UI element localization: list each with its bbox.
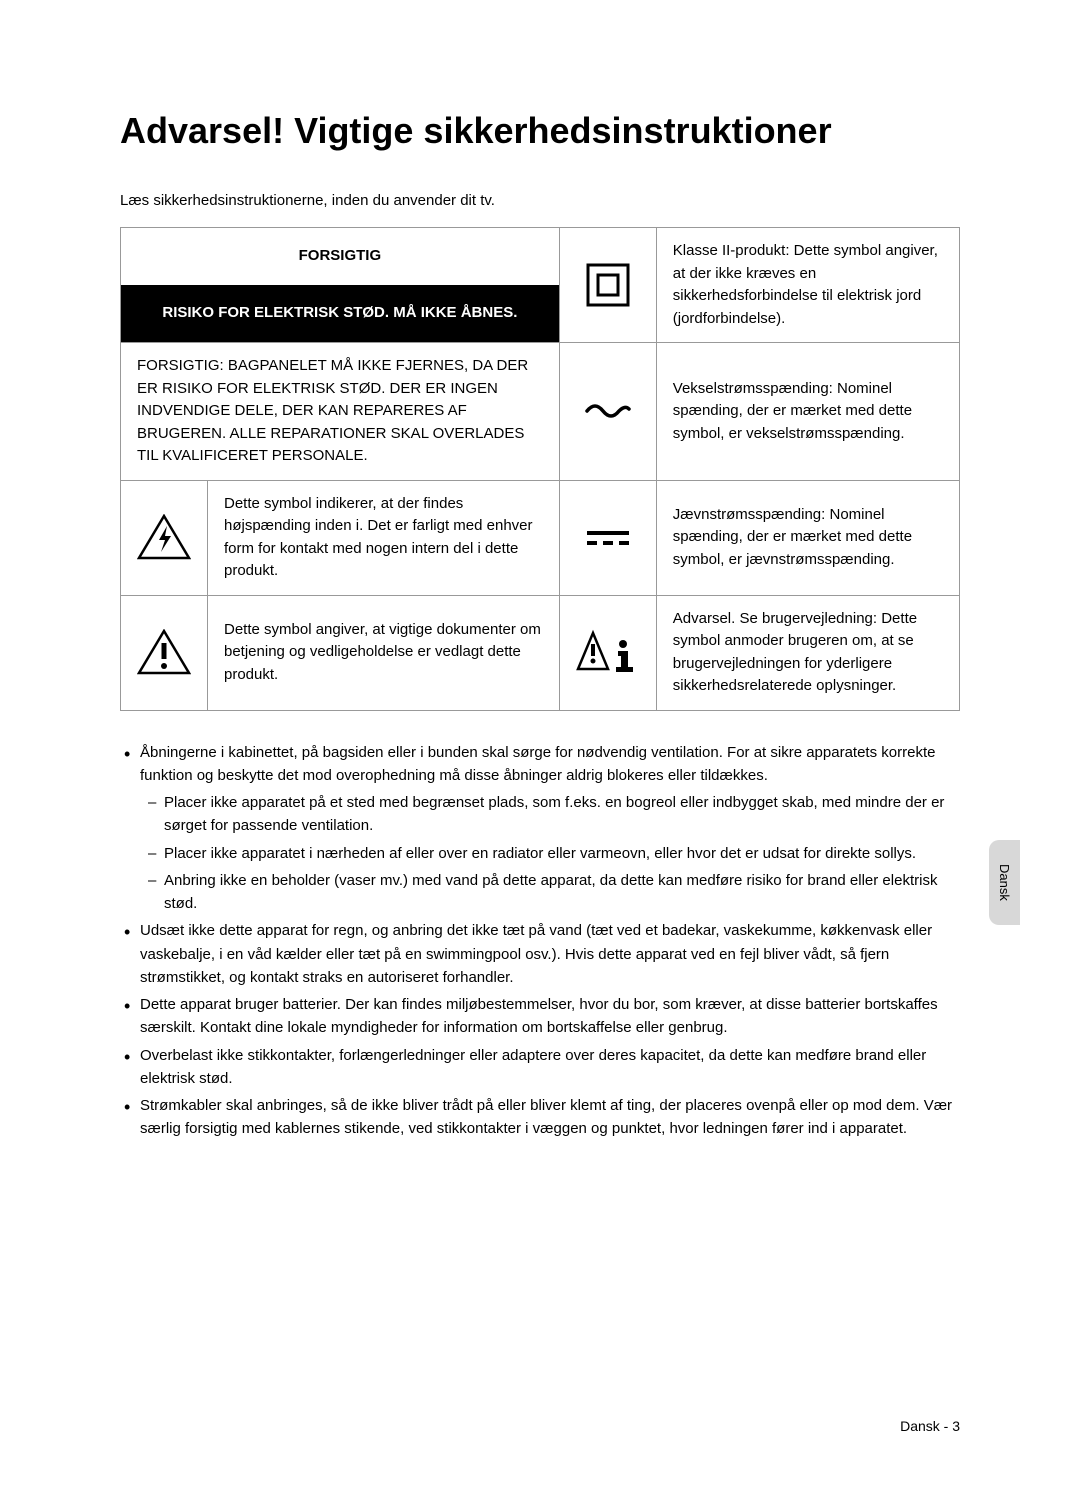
dc-icon: [559, 480, 656, 595]
list-item: Placer ikke apparatet i nærheden af elle…: [140, 842, 960, 865]
risk-header: RISIKO FOR ELEKTRISK STØD. MÅ IKKE ÅBNES…: [121, 285, 560, 343]
list-item: Udsæt ikke dette apparat for regn, og an…: [120, 919, 960, 989]
manual-icon: [559, 595, 656, 710]
page-title: Advarsel! Vigtige sikkerhedsinstruktione…: [120, 110, 960, 152]
list-item: Dette apparat bruger batterier. Der kan …: [120, 993, 960, 1040]
lightning-icon: [121, 480, 208, 595]
list-item: Overbelast ikke stikkontakter, forlænger…: [120, 1044, 960, 1091]
page-number: Dansk - 3: [900, 1418, 960, 1434]
list-item: Strømkabler skal anbringes, så de ikke b…: [120, 1094, 960, 1141]
forsigtig-text: FORSIGTIG: BAGPANELET MÅ IKKE FJERNES, D…: [121, 343, 560, 481]
list-item: Placer ikke apparatet på et sted med beg…: [140, 791, 960, 838]
caution-header: FORSIGTIG: [121, 228, 560, 286]
list-item: Åbningerne i kabinettet, på bagsiden ell…: [120, 741, 960, 916]
subtitle: Læs sikkerhedsinstruktionerne, inden du …: [120, 192, 960, 209]
list-item: Anbring ikke en beholder (vaser mv.) med…: [140, 869, 960, 916]
class2-text: Klasse II-produkt: Dette symbol angiver,…: [656, 228, 959, 343]
safety-table: FORSIGTIG Klasse II-produkt: Dette symbo…: [120, 227, 960, 711]
exclaim-icon: [121, 595, 208, 710]
ac-icon: [559, 343, 656, 481]
ac-text: Vekselstrømsspænding: Nominel spænding, …: [656, 343, 959, 481]
exclaim-text: Dette symbol angiver, at vigtige dokumen…: [208, 595, 560, 710]
bullet-text: Åbningerne i kabinettet, på bagsiden ell…: [140, 744, 935, 784]
manual-text: Advarsel. Se brugervejledning: Dette sym…: [656, 595, 959, 710]
class2-icon: [559, 228, 656, 343]
bullet-list: Åbningerne i kabinettet, på bagsiden ell…: [120, 741, 960, 1141]
language-tab: Dansk: [989, 840, 1020, 925]
dc-text: Jævnstrømsspænding: Nominel spænding, de…: [656, 480, 959, 595]
dash-list: Placer ikke apparatet på et sted med beg…: [140, 791, 960, 915]
lightning-text: Dette symbol indikerer, at der findes hø…: [208, 480, 560, 595]
